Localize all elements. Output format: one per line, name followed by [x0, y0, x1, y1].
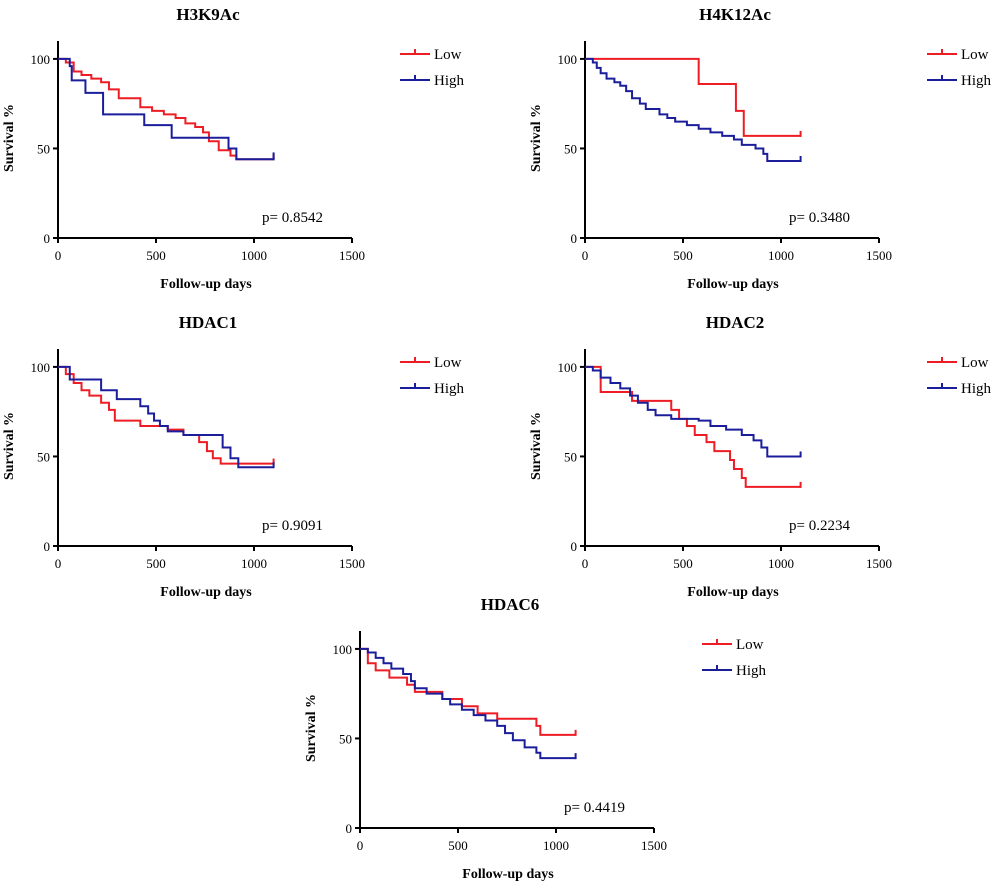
- series-line-low: [360, 647, 576, 736]
- p-value: p= 0.9091: [262, 518, 323, 534]
- x-axis-label: Follow-up days: [687, 585, 779, 600]
- y-tick-label: 50: [37, 449, 50, 464]
- series-line-low: [585, 57, 801, 137]
- series-line-high: [585, 365, 801, 458]
- x-tick-label: 1000: [241, 556, 267, 571]
- x-tick-label: 0: [357, 838, 364, 853]
- y-tick-label: 100: [31, 360, 51, 375]
- x-tick-label: 1500: [339, 556, 365, 571]
- x-tick-label: 500: [146, 556, 166, 571]
- y-tick-label: 50: [564, 449, 577, 464]
- x-tick-label: 0: [55, 248, 62, 263]
- legend-label-low: Low: [434, 47, 462, 63]
- p-value: p= 0.2234: [789, 518, 850, 534]
- series-line-low: [58, 57, 274, 161]
- y-tick-label: 0: [571, 539, 578, 554]
- series-line-low: [585, 365, 801, 488]
- series-line-high: [585, 57, 801, 162]
- x-tick-label: 1000: [241, 248, 267, 263]
- x-tick-label: 0: [582, 556, 589, 571]
- x-axis-label: Follow-up days: [160, 585, 252, 600]
- p-value: p= 0.4419: [564, 800, 625, 816]
- legend-label-high: High: [961, 381, 992, 397]
- x-tick-label: 1000: [768, 556, 794, 571]
- y-tick-label: 0: [571, 231, 578, 246]
- x-tick-label: 1000: [768, 248, 794, 263]
- y-axis-label: Survival %: [529, 104, 544, 172]
- x-axis-label: Follow-up days: [687, 277, 779, 292]
- y-tick-label: 100: [333, 642, 353, 657]
- x-tick-label: 500: [146, 248, 166, 263]
- y-axis-label: Survival %: [529, 412, 544, 480]
- y-axis-label: Survival %: [304, 694, 319, 762]
- x-tick-label: 500: [673, 556, 693, 571]
- y-tick-label: 50: [564, 141, 577, 156]
- x-tick-label: 1500: [339, 248, 365, 263]
- y-tick-label: 0: [44, 539, 51, 554]
- legend-label-low: Low: [736, 637, 764, 653]
- series-line-high: [360, 647, 576, 760]
- x-tick-label: 0: [55, 556, 62, 571]
- chart-title: HDAC1: [179, 313, 238, 332]
- series-line-low: [58, 365, 274, 465]
- y-tick-label: 50: [339, 731, 352, 746]
- x-tick-label: 1500: [866, 248, 892, 263]
- y-tick-label: 0: [44, 231, 51, 246]
- y-tick-label: 100: [558, 52, 578, 67]
- y-axis-label: Survival %: [2, 412, 17, 480]
- y-tick-label: 50: [37, 141, 50, 156]
- y-tick-label: 100: [558, 360, 578, 375]
- p-value: p= 0.3480: [789, 210, 850, 226]
- legend-label-high: High: [434, 73, 465, 89]
- legend-label-high: High: [434, 381, 465, 397]
- x-tick-label: 1500: [641, 838, 667, 853]
- chart-title: HDAC6: [481, 595, 540, 614]
- y-axis-label: Survival %: [2, 104, 17, 172]
- y-tick-label: 100: [31, 52, 51, 67]
- series-line-high: [58, 57, 275, 161]
- legend-label-low: Low: [961, 355, 989, 371]
- x-axis-label: Follow-up days: [462, 867, 554, 882]
- chart-title: H3K9Ac: [176, 5, 240, 24]
- legend-label-low: Low: [434, 355, 462, 371]
- x-tick-label: 500: [448, 838, 468, 853]
- p-value: p= 0.8542: [262, 210, 323, 226]
- x-tick-label: 0: [582, 248, 589, 263]
- y-tick-label: 0: [346, 821, 353, 836]
- x-tick-label: 1500: [866, 556, 892, 571]
- chart-title: HDAC2: [706, 313, 765, 332]
- series-line-high: [58, 365, 274, 469]
- x-tick-label: 500: [673, 248, 693, 263]
- legend-label-high: High: [736, 663, 767, 679]
- legend-label-low: Low: [961, 47, 989, 63]
- x-axis-label: Follow-up days: [160, 277, 252, 292]
- chart-title: H4K12Ac: [699, 5, 771, 24]
- x-tick-label: 1000: [543, 838, 569, 853]
- legend-label-high: High: [961, 73, 992, 89]
